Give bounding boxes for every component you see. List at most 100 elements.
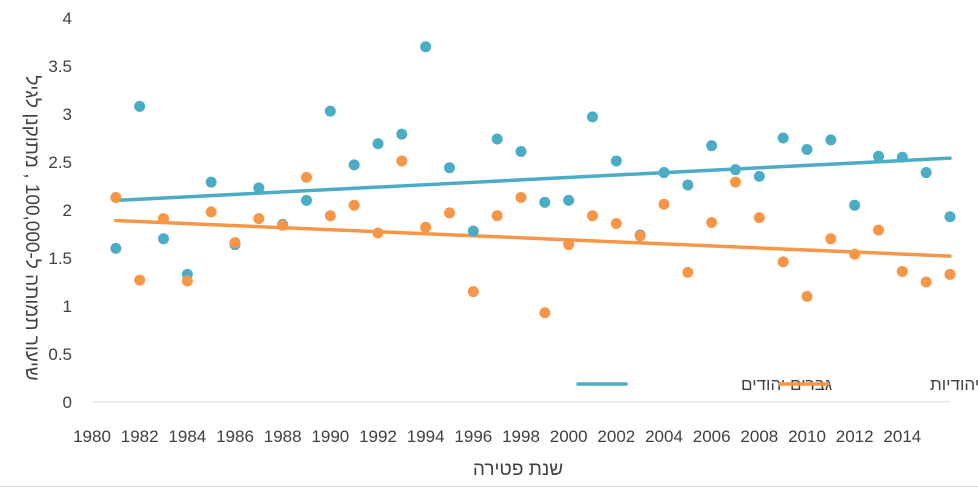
point-series-1 [134,274,146,286]
point-series-1 [610,217,622,229]
point-series-1 [324,210,336,222]
point-series-1 [658,198,670,210]
x-tick-label: 2012 [836,427,874,446]
point-series-1 [563,239,575,251]
data-points [110,41,956,319]
x-axis-title: שנת פטירה [473,459,563,480]
point-series-1 [515,192,527,204]
point-series-0 [825,134,837,146]
y-axis-ticks: 0 0.5 1 1.5 2 2.5 3 3.5 4 [48,9,72,412]
y-tick-label: 1.5 [48,249,72,268]
x-tick-label: 2006 [693,427,731,446]
point-series-0 [491,133,503,145]
point-series-1 [372,227,384,239]
point-series-0 [301,194,312,206]
point-series-1 [944,268,956,280]
point-series-1 [277,219,289,231]
point-series-1 [539,307,551,319]
point-series-1 [396,155,408,167]
y-tick-label: 3.5 [48,57,72,76]
trend-line-series-0 [114,156,952,203]
point-series-0 [134,100,146,112]
point-series-1 [205,206,217,218]
x-tick-label: 1994 [407,427,445,446]
point-series-0 [205,176,217,188]
point-series-0 [324,105,336,117]
point-series-0 [849,199,861,211]
point-series-1 [444,207,455,219]
point-series-0 [158,233,169,245]
y-tick-label: 2 [63,201,72,220]
point-series-1 [181,275,193,287]
point-series-0 [467,225,479,237]
point-series-0 [658,167,670,179]
x-tick-label: 2004 [645,427,683,446]
point-series-1 [682,266,694,278]
point-series-1 [753,212,765,224]
legend-label-series-1: נשים יהודיות [930,375,978,394]
point-series-0 [777,132,789,144]
point-series-1 [253,213,265,225]
x-tick-label: 1992 [359,427,397,446]
point-series-0 [920,167,932,179]
point-series-1 [777,256,789,268]
trend-line-series-1 [114,218,952,258]
x-tick-label: 1996 [454,427,492,446]
point-series-0 [348,159,360,171]
point-series-1 [491,210,503,222]
point-series-1 [467,286,479,298]
y-tick-label: 0 [63,393,72,412]
y-tick-label: 3 [63,105,72,124]
point-series-1 [634,230,646,242]
x-tick-label: 1986 [216,427,254,446]
x-tick-label: 1980 [73,427,111,446]
point-series-0 [515,145,527,157]
point-series-0 [563,194,575,206]
point-series-1 [420,221,432,233]
x-tick-label: 1990 [311,427,349,446]
x-axis-ticks: 1980 1982 1984 1986 1988 1990 1992 1994 1996 1998… [73,427,921,446]
point-series-0 [539,196,551,208]
point-series-0 [396,128,408,140]
point-series-0 [801,144,813,156]
y-axis-title: שיעור תמותה ל-100,000 , מתוקנן לגיל [21,75,42,381]
y-tick-label: 4 [63,9,72,28]
point-series-1 [587,210,598,222]
point-series-1 [348,199,360,211]
point-series-0 [610,155,622,167]
point-series-1 [110,192,122,204]
x-tick-label: 1988 [264,427,302,446]
point-series-0 [896,151,908,163]
point-series-1 [229,237,241,249]
y-tick-label: 1 [63,297,72,316]
point-series-0 [944,211,956,223]
point-series-0 [587,111,598,123]
point-series-1 [801,290,813,302]
point-series-1 [849,248,861,260]
x-tick-label: 1982 [121,427,159,446]
trend-lines [114,156,952,258]
point-series-1 [920,276,932,288]
point-series-0 [372,138,384,150]
bottom-divider [0,486,978,487]
x-tick-label: 2000 [550,427,588,446]
point-series-0 [110,242,122,254]
point-series-1 [706,216,718,228]
point-series-0 [873,150,884,162]
x-tick-label: 2010 [788,427,826,446]
point-series-0 [444,162,455,174]
point-series-1 [301,171,312,183]
point-series-1 [896,265,908,277]
x-tick-label: 2014 [883,427,921,446]
y-tick-label: 2.5 [48,153,72,172]
point-series-0 [753,170,765,182]
x-tick-label: 2008 [740,427,778,446]
legend: גברים יהודיםנשים יהודיות [576,375,978,394]
point-series-0 [706,140,718,152]
point-series-0 [253,182,265,194]
point-series-1 [873,224,884,236]
point-series-1 [825,233,837,245]
y-tick-label: 0.5 [48,345,72,364]
x-tick-label: 2002 [597,427,635,446]
